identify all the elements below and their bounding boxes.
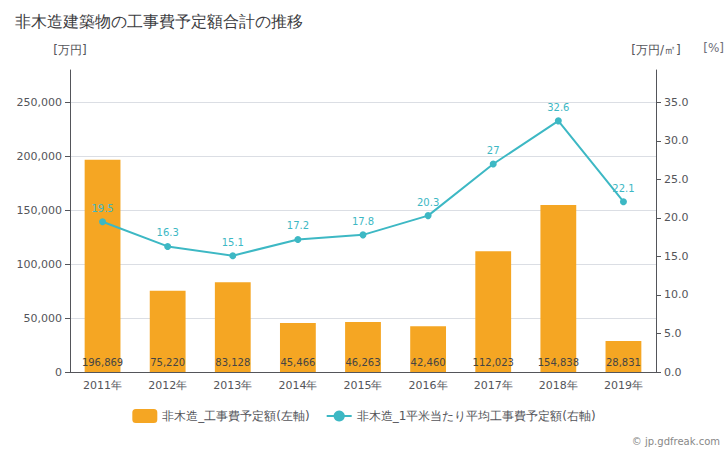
svg-text:2017年: 2017年 [474, 379, 513, 392]
svg-text:16.3: 16.3 [157, 227, 179, 238]
svg-text:17.8: 17.8 [352, 216, 374, 227]
svg-text:32.6: 32.6 [547, 102, 569, 113]
svg-text:200,000: 200,000 [17, 150, 63, 163]
svg-text:2018年: 2018年 [539, 379, 578, 392]
svg-text:17.2: 17.2 [287, 220, 309, 231]
svg-text:[万円/㎡]: [万円/㎡] [631, 43, 680, 57]
svg-text:20.3: 20.3 [417, 197, 439, 208]
svg-text:150,000: 150,000 [17, 204, 63, 217]
svg-text:2019年: 2019年 [604, 379, 643, 392]
svg-text:30.0: 30.0 [664, 134, 689, 147]
svg-text:27: 27 [487, 145, 500, 156]
svg-text:5.0: 5.0 [664, 327, 682, 340]
svg-text:2015年: 2015年 [344, 379, 383, 392]
svg-text:19.5: 19.5 [91, 203, 113, 214]
svg-text:35.0: 35.0 [664, 96, 689, 109]
svg-text:83,128: 83,128 [215, 357, 250, 368]
svg-text:0: 0 [55, 366, 62, 379]
svg-text:2012年: 2012年 [148, 379, 187, 392]
svg-text:250,000: 250,000 [17, 96, 63, 109]
svg-text:2013年: 2013年 [213, 379, 252, 392]
svg-text:0.0: 0.0 [664, 366, 682, 379]
svg-text:[万円]: [万円] [53, 43, 86, 57]
svg-text:20.0: 20.0 [664, 211, 689, 224]
svg-text:非木造建築物の工事費予定額合計の推移: 非木造建築物の工事費予定額合計の推移 [15, 12, 303, 31]
svg-text:46,263: 46,263 [346, 357, 381, 368]
svg-text:50,000: 50,000 [24, 312, 63, 325]
svg-text:112,023: 112,023 [473, 357, 514, 368]
svg-text:196,869: 196,869 [82, 357, 123, 368]
svg-text:45,466: 45,466 [280, 357, 315, 368]
svg-text:28,831: 28,831 [606, 357, 641, 368]
svg-text:10.0: 10.0 [664, 288, 689, 301]
svg-text:25.0: 25.0 [664, 173, 689, 186]
svg-text:2016年: 2016年 [409, 379, 448, 392]
svg-text:15.0: 15.0 [664, 250, 689, 263]
svg-text:非木造_工事費予定額(左軸): 非木造_工事費予定額(左軸) [162, 409, 309, 423]
svg-text:100,000: 100,000 [17, 258, 63, 271]
svg-text:154,838: 154,838 [538, 357, 579, 368]
svg-text:42,460: 42,460 [411, 357, 446, 368]
svg-text:2011年: 2011年 [83, 379, 122, 392]
svg-text:非木造_1平米当たり平均工事費予定額(右軸): 非木造_1平米当たり平均工事費予定額(右軸) [357, 409, 596, 423]
svg-text:75,220: 75,220 [150, 357, 185, 368]
svg-text:22.1: 22.1 [612, 183, 634, 194]
svg-text:© jp.gdfreak.com: © jp.gdfreak.com [632, 436, 720, 447]
svg-text:2014年: 2014年 [278, 379, 317, 392]
svg-text:15.1: 15.1 [222, 237, 244, 248]
svg-text:[%]: [%] [703, 41, 724, 55]
